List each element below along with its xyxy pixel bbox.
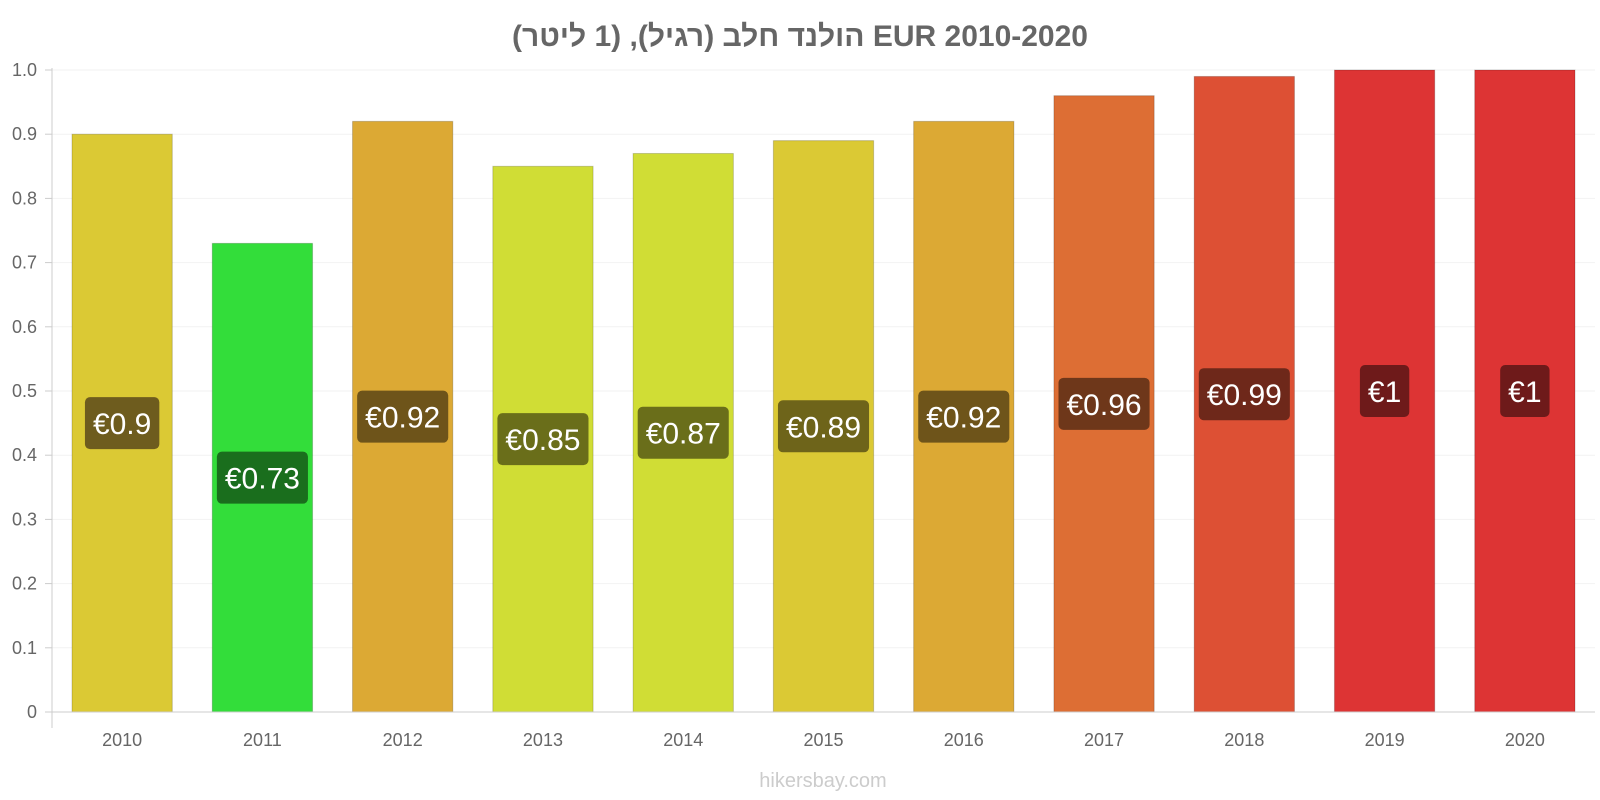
x-tick-label-2012: 2012	[383, 730, 423, 750]
y-tick-label: 0.5	[12, 381, 37, 401]
data-label-text: €0.99	[1207, 379, 1282, 412]
data-label-box	[1359, 365, 1410, 417]
data-label-2010: €0.9	[84, 397, 160, 450]
data-label-text: €0.92	[926, 402, 1001, 435]
x-tick-label-2013: 2013	[523, 730, 563, 750]
y-tick-label: 0.6	[12, 317, 37, 337]
data-label-box	[84, 397, 160, 450]
data-label-2013: €0.85	[497, 413, 589, 466]
y-tick-label: 0.3	[12, 509, 37, 529]
y-tick-label: 0.8	[12, 188, 37, 208]
data-label-box	[1058, 377, 1150, 430]
x-tick-label-2019: 2019	[1365, 730, 1405, 750]
x-tick-label-2015: 2015	[803, 730, 843, 750]
data-label-box	[1198, 368, 1290, 421]
data-label-text: €0.87	[646, 418, 721, 451]
data-label-text: €0.89	[786, 411, 861, 444]
y-tick-label: 0.7	[12, 253, 37, 273]
data-label-2014: €0.87	[637, 406, 729, 459]
y-tick-label: 0.9	[12, 124, 37, 144]
data-label-box	[216, 451, 308, 504]
x-tick-label-2017: 2017	[1084, 730, 1124, 750]
x-axis: 2010 2011 2012 2013 2014 2015 2016 2017 2018 2019…	[52, 711, 1595, 750]
y-tick-label: 0.2	[12, 574, 37, 594]
bars	[71, 69, 1576, 713]
data-label-text: €0.9	[93, 408, 151, 441]
y-axis: 0 0.1 0.2 0.3 0.4 0.5 0.6 0.7 0.8 0.9 1.0	[12, 60, 53, 728]
data-label-text: €1	[1368, 376, 1401, 409]
data-label-text: €1	[1508, 376, 1541, 409]
data-label-2018: €0.99	[1198, 368, 1290, 421]
data-labels: €0.9 €0.73 €0.92 €0.85 €0.87 €0.89 €0.92 €0.96 €…	[84, 365, 1550, 504]
data-label-2011: €0.73	[216, 451, 308, 504]
y-tick-label: 1.0	[12, 60, 37, 80]
data-label-box	[777, 400, 870, 453]
x-tick-label-2011: 2011	[243, 730, 282, 750]
data-label-box	[357, 390, 449, 443]
data-label-2017: €0.96	[1058, 377, 1150, 430]
data-label-box	[1500, 365, 1550, 417]
y-tick-label: 0	[27, 702, 37, 722]
data-label-2019: €1	[1359, 365, 1410, 417]
x-tick-label-2020: 2020	[1505, 730, 1545, 750]
x-tick-label-2010: 2010	[102, 730, 142, 750]
data-label-box	[918, 390, 1010, 443]
data-label-2015: €0.89	[777, 400, 870, 453]
data-label-text: €0.96	[1067, 389, 1142, 422]
data-label-box	[497, 413, 589, 466]
y-tick-label: 0.4	[12, 445, 37, 465]
x-tick-label-2016: 2016	[944, 730, 984, 750]
watermark: hikersbay.com	[759, 770, 886, 792]
data-label-text: €0.92	[365, 402, 440, 435]
data-label-2020: €1	[1500, 365, 1550, 417]
x-tick-label-2014: 2014	[663, 730, 703, 750]
data-label-2012: €0.92	[357, 390, 449, 443]
data-label-text: €0.85	[505, 424, 580, 457]
chart-title: הולנד חלב (רגיל), (1 ליטר) EUR 2010-2020	[512, 20, 1088, 53]
data-label-box	[637, 406, 729, 459]
data-label-text: €0.73	[225, 463, 300, 496]
data-label-2016: €0.92	[918, 390, 1010, 443]
y-tick-label: 0.1	[12, 638, 37, 658]
x-tick-label-2018: 2018	[1224, 730, 1264, 750]
